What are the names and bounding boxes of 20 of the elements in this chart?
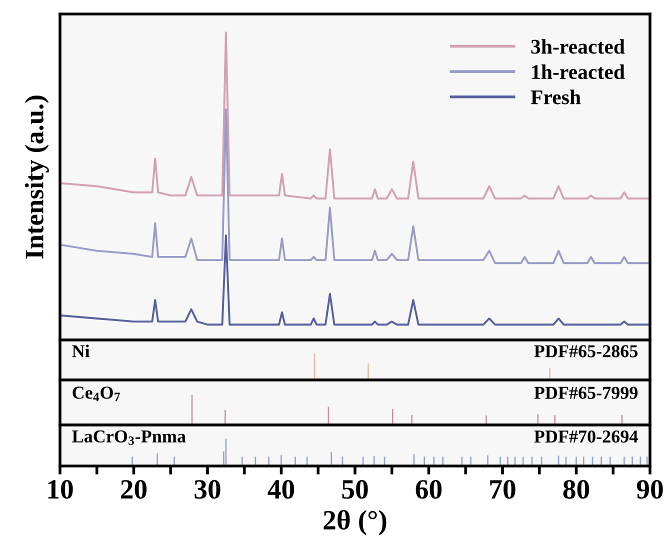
x-tick-label: 20 xyxy=(121,480,147,499)
annotation: PDF#65-2865 xyxy=(534,345,638,358)
y-axis-title: Intensity (a.u.) xyxy=(24,96,49,259)
legend-label: 3h-reacted xyxy=(531,39,625,54)
x-axis-title: 2θ (°) xyxy=(324,510,386,536)
legend-label: Fresh xyxy=(530,90,581,104)
annotation: LaCrO$_{3}$-Pnma xyxy=(72,430,186,445)
legend-label: 1h-reacted xyxy=(532,64,625,80)
annotation: PDF#65-7999 xyxy=(534,386,638,399)
x-tick-label: 60 xyxy=(416,480,442,499)
x-tick-label: 80 xyxy=(563,480,590,499)
x-tick-label: 70 xyxy=(490,480,516,499)
x-tick-label: 50 xyxy=(342,480,368,499)
x-tick-label: 10 xyxy=(48,480,73,499)
annotation: Ni xyxy=(72,344,90,358)
annotation: Ce$_{4}$O$_{7}$ xyxy=(72,386,120,402)
x-tick-label: 30 xyxy=(194,480,220,499)
x-tick-label: 40 xyxy=(268,480,294,499)
annotation: PDF#70-2694 xyxy=(534,430,638,443)
x-tick-label: 90 xyxy=(636,480,663,499)
